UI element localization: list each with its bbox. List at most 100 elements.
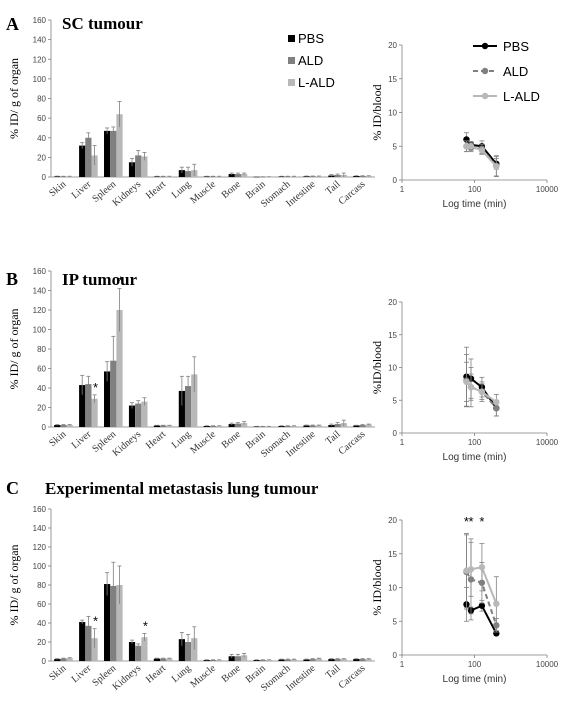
bar-brain-l-ald [265, 660, 273, 661]
category-label: Liver [70, 662, 94, 685]
x-tick-label: 1 [400, 660, 405, 669]
y-tick-label: 15 [388, 75, 397, 84]
bar-spleen-ald [110, 130, 117, 177]
y-tick-label: 160 [33, 267, 47, 276]
bar-bone-ald [234, 423, 242, 427]
x-tick-label: 100 [468, 660, 482, 669]
y-axis-label: %ID/blood [370, 341, 384, 394]
series-line-l-ald [465, 381, 497, 404]
bar-kidneys-pbs [128, 405, 136, 427]
bar-kidneys-l-ald [141, 401, 148, 427]
category-label: Tail [324, 663, 343, 681]
bar-lung-pbs [178, 639, 185, 661]
category-label: Skin [47, 429, 68, 449]
category-label: Tail [324, 429, 343, 447]
bar-tail-ald [334, 659, 341, 661]
bar-muscle-ald [209, 660, 217, 661]
y-tick-label: 140 [33, 287, 47, 296]
y-tick-label: 160 [33, 16, 47, 25]
y-tick-label: 15 [388, 331, 397, 340]
data-point-l-ald [493, 399, 500, 406]
category-label: Carcass [337, 179, 368, 207]
bar-carcass-pbs [353, 659, 360, 661]
data-point-l-ald [467, 143, 475, 150]
y-tick-label: 10 [388, 109, 397, 118]
y-tick-label: 20 [37, 638, 46, 647]
bar-liver-l-ald [91, 398, 98, 427]
bar-bone-l-ald [241, 655, 248, 661]
category-label: Bone [220, 663, 244, 685]
data-point-l-ald [463, 378, 470, 386]
bar-brain-pbs [253, 660, 260, 661]
category-label: Intestine [284, 179, 318, 210]
y-axis-label: % ID/blood [370, 84, 384, 140]
bar-spleen-pbs [104, 130, 111, 177]
bar-skin-ald [60, 425, 67, 427]
y-tick-label: 120 [33, 55, 47, 64]
bar-carcass-ald [359, 659, 366, 661]
category-label: Liver [70, 428, 94, 451]
category-label: Muscle [188, 663, 218, 691]
bar-carcass-l-ald [365, 424, 372, 427]
data-point-pbs [478, 602, 486, 609]
data-point-l-ald [478, 564, 486, 571]
category-label: Heart [144, 663, 168, 686]
category-label: Heart [144, 429, 168, 452]
bar-carcass-ald [359, 176, 366, 177]
x-tick-label: 10000 [536, 660, 559, 669]
category-label: Liver [70, 178, 94, 201]
bar-skin-l-ald [66, 425, 73, 427]
y-tick-label: 140 [33, 524, 47, 533]
y-tick-label: 40 [37, 134, 46, 143]
x-tick-label: 10000 [536, 185, 559, 194]
bar-kidneys-pbs [128, 642, 136, 661]
bar-carcass-l-ald [365, 176, 372, 177]
data-point-l-ald [478, 388, 486, 395]
category-label: Intestine [284, 429, 318, 460]
bar-liver-pbs [79, 385, 86, 427]
y-tick-label: 20 [388, 516, 397, 525]
legend-marker-ald [481, 67, 489, 75]
bar-kidneys-ald [135, 645, 142, 661]
significance-asterisk: * [93, 380, 98, 395]
bar-kidneys-ald [135, 403, 142, 427]
y-tick-label: 5 [393, 617, 398, 626]
category-label: Carcass [337, 663, 368, 691]
bar-spleen-pbs [104, 371, 111, 427]
category-label: Heart [144, 179, 168, 202]
bar-muscle-pbs [203, 426, 210, 427]
line-panel-A: 0 5 10 15 20 1 100 10000 Log time (min) % ID/bloo… [370, 39, 559, 210]
y-axis-label: % ID/ g of organ [7, 58, 21, 139]
x-tick-label: 10000 [536, 438, 559, 447]
significance-asterisk: * [143, 618, 148, 633]
bar-bone-l-ald [241, 174, 248, 177]
x-tick-label: 100 [468, 438, 482, 447]
significance-asterisk: * [464, 514, 469, 529]
bar-liver-ald [85, 625, 92, 661]
y-tick-label: 0 [42, 657, 47, 666]
bar-stomach-l-ald [290, 659, 298, 661]
bar-tail-l-ald [340, 659, 347, 661]
bar-liver-pbs [79, 145, 86, 177]
bar-bone-pbs [228, 424, 235, 427]
bar-panel-A: A SC tumour 0 20 40 60 80 100 120 140 160 % ID/ g o… [6, 14, 375, 210]
bar-bone-ald [234, 174, 242, 177]
bar-skin-ald [60, 658, 67, 661]
legend-label: ALD [298, 53, 323, 68]
bar-spleen-ald [110, 585, 117, 661]
bar-bone-ald [234, 656, 242, 661]
bar-stomach-pbs [278, 659, 285, 661]
bar-muscle-l-ald [216, 660, 223, 661]
category-label: Bone [220, 179, 244, 201]
bar-kidneys-pbs [128, 162, 136, 177]
bar-intestine-pbs [303, 425, 310, 427]
y-tick-label: 120 [33, 306, 47, 315]
bar-lung-pbs [178, 390, 185, 427]
bar-liver-l-ald [91, 155, 98, 177]
legend-marker-l-ald [481, 92, 489, 100]
bar-liver-l-ald [91, 638, 98, 661]
bar-brain-l-ald [265, 426, 273, 428]
y-tick-label: 60 [37, 365, 46, 374]
y-axis-label: % ID/ g of organ [7, 308, 21, 389]
bar-heart-ald [160, 425, 167, 427]
